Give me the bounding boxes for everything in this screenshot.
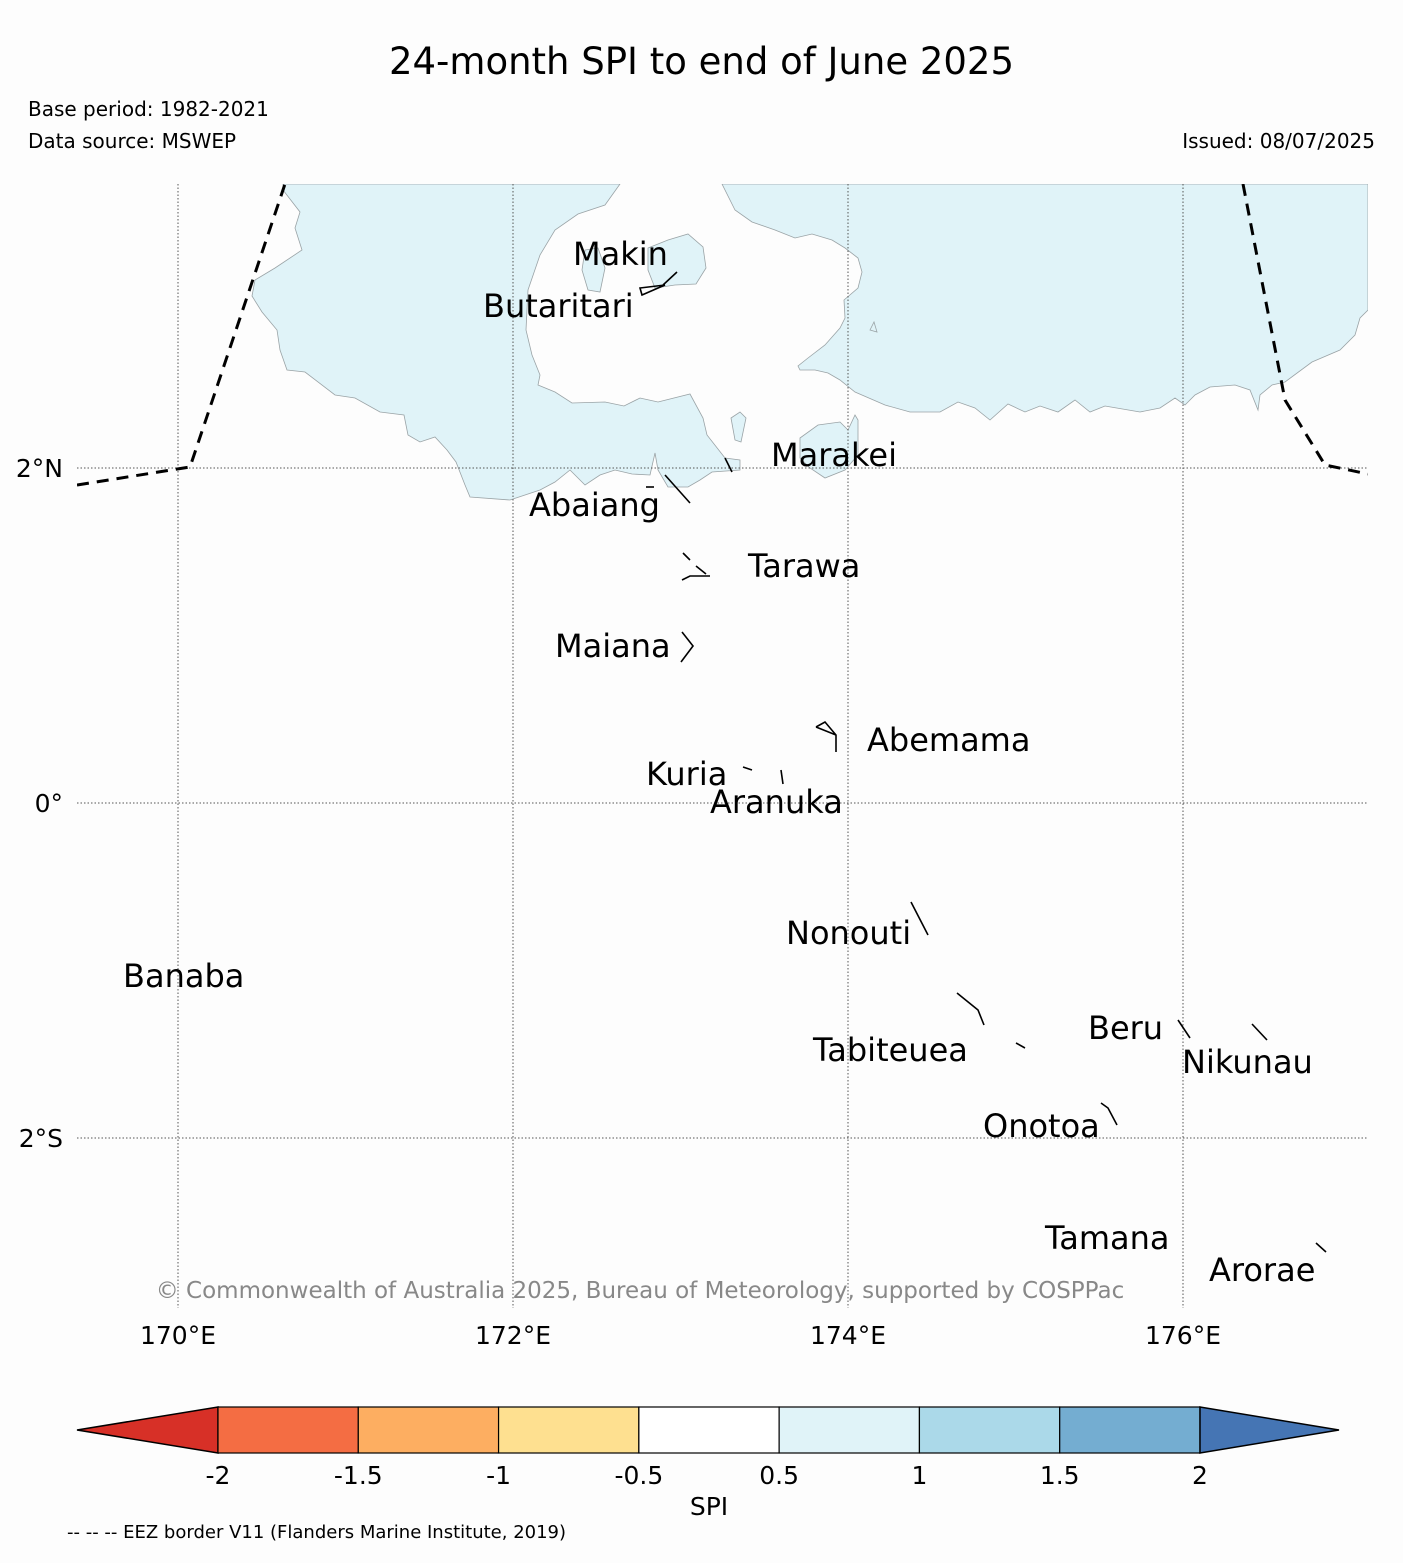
colorbar-tick-label: -1 (486, 1461, 511, 1490)
island-outlines (638, 271, 1327, 1253)
map-area: Makin Butaritari Marakei Abaiang Tarawa … (77, 184, 1368, 1308)
lon-label-174e: 174°E (810, 1321, 886, 1350)
island-label-tabiteuea: Tabiteuea (812, 1031, 968, 1069)
lon-label-170e: 170°E (140, 1321, 216, 1350)
colorbar-segment (918, 1406, 1061, 1454)
island-label-aranuka: Aranuka (710, 783, 843, 821)
colorbar-label: SPI (690, 1492, 728, 1521)
spi-region-light-blue (251, 184, 741, 501)
eez-border-note: -- -- -- EEZ border V11 (Flanders Marine… (67, 1522, 567, 1543)
colorbar-segment (638, 1406, 780, 1454)
lat-label-2s: 2°S (19, 1124, 63, 1153)
colorbar-tick-label: 1.5 (1040, 1461, 1080, 1490)
colorbar: -2 -1.5 -1 -0.5 0.5 1 1.5 2 SPI (76, 1406, 1340, 1521)
longitude-labels: 170°E 172°E 174°E 176°E (140, 1321, 1221, 1350)
latitude-labels: 2°N 0° 2°S (16, 454, 63, 1153)
island-label-nonouti: Nonouti (786, 914, 911, 952)
map-title: 24-month SPI to end of June 2025 (388, 40, 1015, 83)
spi-region-marakei-patch (799, 414, 859, 479)
data-source-text: Data source: MSWEP (28, 129, 237, 153)
island-label-tamana: Tamana (1044, 1219, 1170, 1257)
colorbar-tick-label: 0.5 (759, 1461, 799, 1490)
copyright-text: © Commonwealth of Australia 2025, Bureau… (156, 1278, 1125, 1304)
eez-border (77, 184, 1368, 487)
spi-region-small-patch (581, 247, 606, 293)
colorbar-tick-label: -1.5 (334, 1461, 383, 1490)
island-label-butaritari: Butaritari (483, 287, 634, 325)
colorbar-tick-label: -2 (206, 1461, 231, 1490)
island-label-makin: Makin (573, 235, 668, 273)
island-label-nikunau: Nikunau (1182, 1043, 1313, 1081)
colorbar-tick-label: 2 (1192, 1461, 1208, 1490)
lat-label-2n: 2°N (16, 454, 63, 483)
island-labels: Makin Butaritari Marakei Abaiang Tarawa … (123, 235, 1315, 1289)
issued-date-text: Issued: 08/07/2025 (1182, 129, 1375, 153)
spi-region-islet (730, 411, 747, 443)
lon-label-176e: 176°E (1145, 1321, 1221, 1350)
spi-region-islet (869, 320, 878, 333)
colorbar-segment (357, 1406, 500, 1454)
colorbar-extend-high (1199, 1406, 1340, 1454)
colorbar-segment (497, 1406, 640, 1454)
island-label-maiana: Maiana (555, 627, 671, 665)
colorbar-tick-label: 1 (911, 1461, 927, 1490)
island-label-arorae: Arorae (1209, 1251, 1315, 1289)
base-period-text: Base period: 1982-2021 (28, 97, 269, 121)
colorbar-extend-low (76, 1406, 219, 1454)
lon-label-172e: 172°E (475, 1321, 551, 1350)
island-label-tarawa: Tarawa (747, 547, 860, 585)
island-label-marakei: Marakei (771, 436, 897, 474)
lat-label-0: 0° (35, 789, 63, 818)
colorbar-segment (1059, 1406, 1201, 1454)
island-label-beru: Beru (1088, 1009, 1163, 1047)
island-label-abaiang: Abaiang (529, 486, 660, 524)
island-label-abemama: Abemama (867, 721, 1030, 759)
spi-region-light-blue-east (721, 184, 1368, 421)
spi-region-makin-patch (647, 233, 707, 289)
gridlines (77, 184, 1368, 1308)
island-label-onotoa: Onotoa (983, 1107, 1100, 1145)
island-label-kuria: Kuria (646, 755, 727, 793)
colorbar-tick-label: -0.5 (614, 1461, 663, 1490)
island-label-banaba: Banaba (123, 957, 244, 995)
colorbar-segment (217, 1406, 359, 1454)
colorbar-segment (778, 1406, 921, 1454)
